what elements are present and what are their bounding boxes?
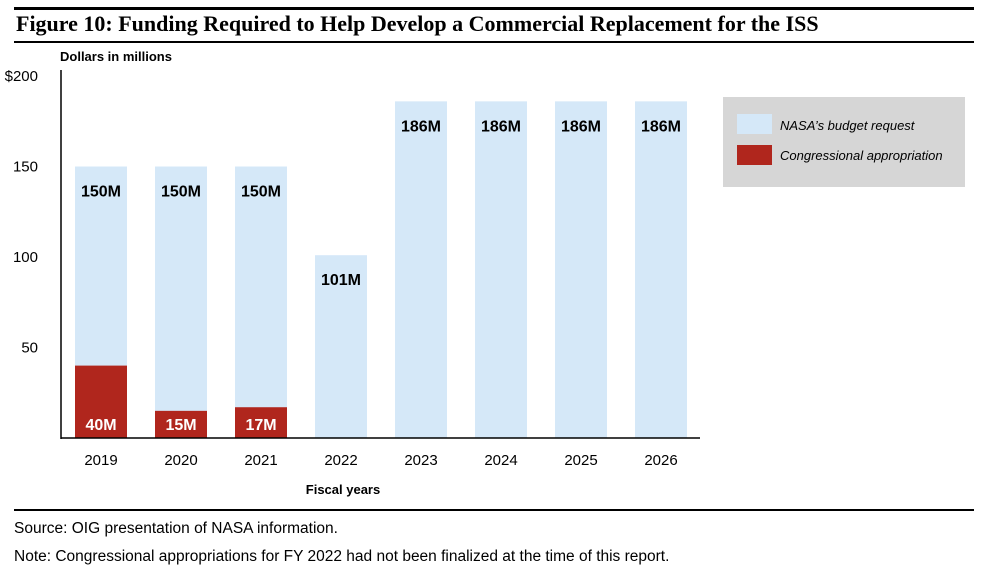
bar-congressional-appropriation-2021 xyxy=(235,407,287,438)
data-label-congressional-appropriation: 15M xyxy=(165,417,196,434)
legend-swatch-budget-request xyxy=(737,114,772,134)
x-axis-title: Fiscal years xyxy=(306,482,380,497)
y-tick-label: 50 xyxy=(21,340,38,357)
y-tick-label: 150 xyxy=(13,159,38,176)
legend-swatch-congressional-appropriation xyxy=(737,145,772,165)
x-tick-label: 2020 xyxy=(164,452,197,469)
bar-congressional-appropriation-2019 xyxy=(75,365,127,438)
bar-chart: Dollars in millions 50 100 150 $200 150M 150M 1… xyxy=(5,49,965,497)
data-label-budget-request: 186M xyxy=(641,118,681,135)
x-tick-label: 2024 xyxy=(484,452,517,469)
y-axis-title: Dollars in millions xyxy=(60,49,172,64)
bar-budget-request-2025 xyxy=(555,101,607,438)
x-tick-label: 2022 xyxy=(324,452,357,469)
bar-budget-request-2026 xyxy=(635,101,687,438)
data-label-budget-request: 150M xyxy=(81,184,121,201)
bar-budget-request-2023 xyxy=(395,101,447,438)
x-tick-label: 2025 xyxy=(564,452,597,469)
x-tick-label: 2026 xyxy=(644,452,677,469)
bar-congressional-appropriation-2020 xyxy=(155,410,207,438)
bar-budget-request-2021 xyxy=(235,166,287,438)
x-tick-label: 2023 xyxy=(404,452,437,469)
legend-label-budget-request: NASA’s budget request xyxy=(780,118,916,133)
data-label-budget-request: 186M xyxy=(401,118,441,135)
legend-box xyxy=(723,97,965,187)
source-note: Source: OIG presentation of NASA informa… xyxy=(14,520,338,537)
data-label-congressional-appropriation: 40M xyxy=(85,417,116,434)
legend-label-congressional-appropriation: Congressional appropriation xyxy=(780,148,943,163)
bar-budget-request-2024 xyxy=(475,101,527,438)
data-label-budget-request: 101M xyxy=(321,272,361,289)
x-tick-label: 2021 xyxy=(244,452,277,469)
bar-budget-request-2020 xyxy=(155,166,207,438)
y-tick-label: $200 xyxy=(5,68,38,85)
title-rule xyxy=(14,41,974,43)
data-label-budget-request: 150M xyxy=(161,184,201,201)
figure-title: Figure 10: Funding Required to Help Deve… xyxy=(16,11,819,36)
bar-budget-request-2022 xyxy=(315,255,367,438)
y-tick-label: 100 xyxy=(13,249,38,266)
bottom-rule xyxy=(14,509,974,511)
data-label-budget-request: 186M xyxy=(561,118,601,135)
data-label-congressional-appropriation: 17M xyxy=(245,417,276,434)
data-label-budget-request: 150M xyxy=(241,184,281,201)
x-tick-label: 2019 xyxy=(84,452,117,469)
data-label-budget-request: 186M xyxy=(481,118,521,135)
top-rule xyxy=(14,7,974,10)
footnote: Note: Congressional appropriations for F… xyxy=(14,548,670,565)
